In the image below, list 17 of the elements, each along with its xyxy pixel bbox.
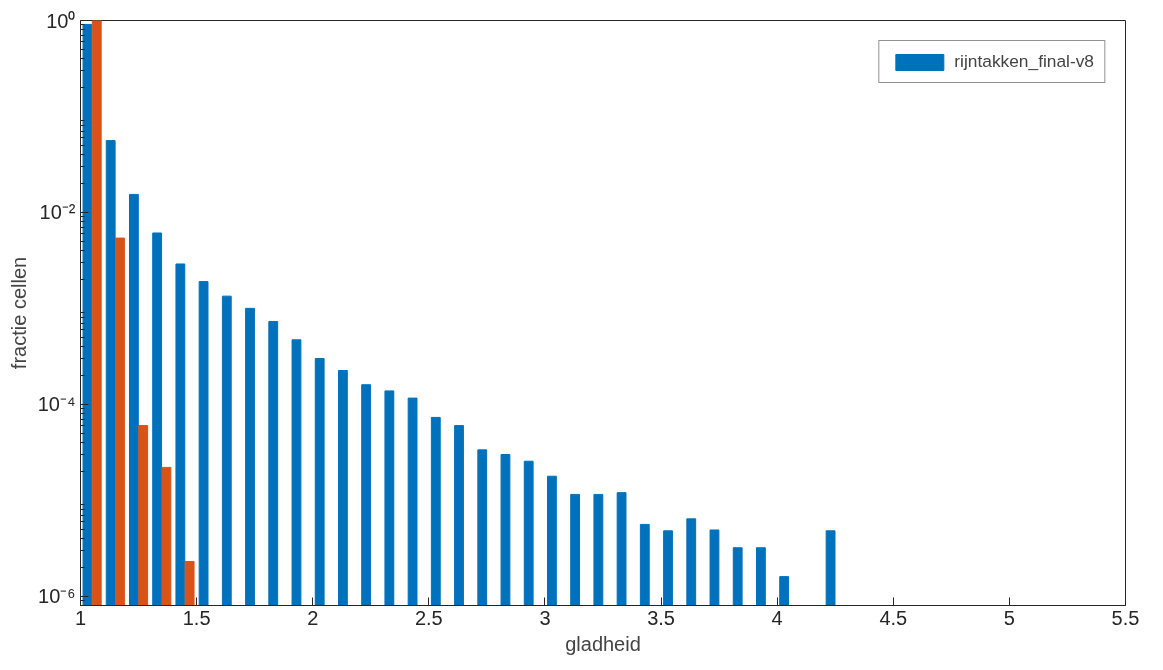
y-axis-title: fractie cellen xyxy=(7,256,30,370)
x-tick-label: 2 xyxy=(307,606,319,629)
x-axis-title: gladheid xyxy=(565,632,641,655)
x-tick-label: 1.5 xyxy=(182,606,211,629)
legend-label: rijntakken_final-v8 xyxy=(954,51,1094,72)
x-tick-label: 1 xyxy=(74,606,87,629)
y-tick-label: 10⁰ xyxy=(46,9,76,32)
y-tick-label: 10⁻² xyxy=(39,201,76,224)
x-tick-label: 3 xyxy=(539,606,551,629)
x-tick-label: 4.5 xyxy=(879,606,908,629)
x-tick-label: 5 xyxy=(1003,606,1015,629)
x-tick-label: 4 xyxy=(771,606,783,629)
y-tick-label: 10⁻⁴ xyxy=(37,393,76,416)
x-tick-label: 2.5 xyxy=(414,606,443,629)
y-tick-label: 10⁻⁶ xyxy=(38,585,76,608)
x-tick-label: 5.5 xyxy=(1111,606,1140,629)
x-tick-label: 3.5 xyxy=(647,606,675,629)
